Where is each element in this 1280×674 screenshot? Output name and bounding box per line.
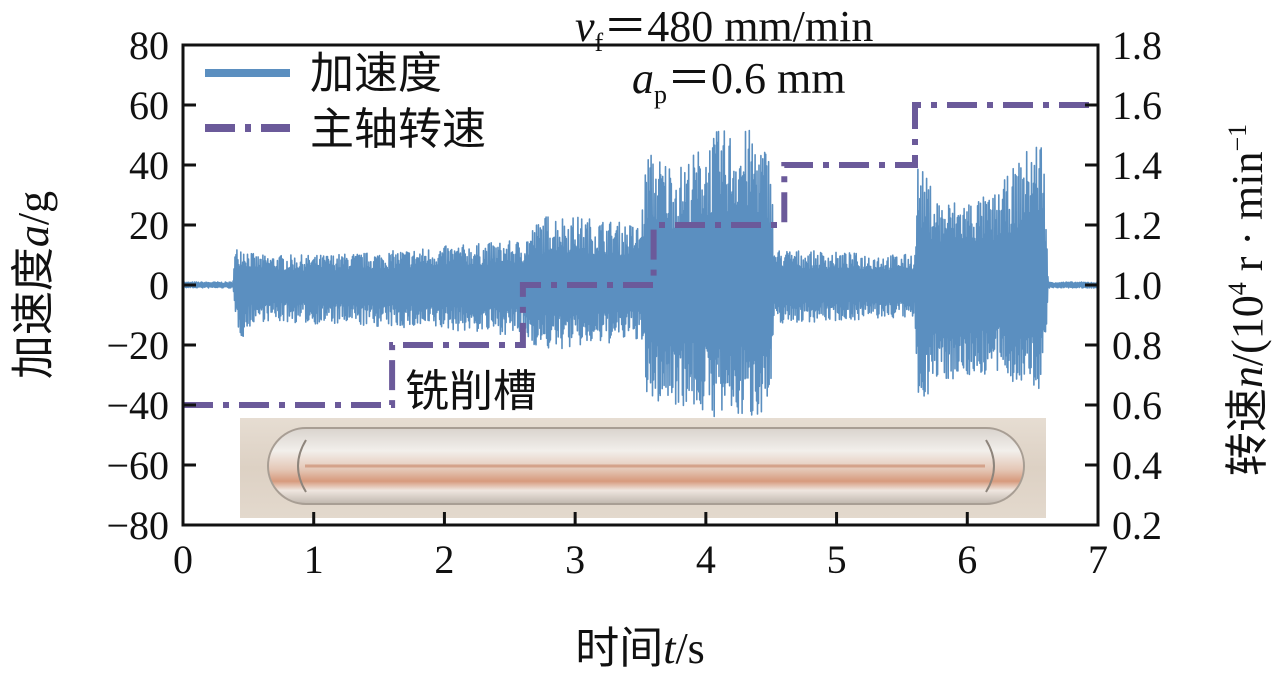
y-tick-label: 80	[129, 23, 169, 68]
y2-tick-label: 1.8	[1112, 23, 1162, 68]
y2-tick-label: 0.6	[1112, 383, 1162, 428]
x-tick-label: 1	[304, 537, 324, 582]
legend-accel-label: 加速度	[310, 49, 442, 98]
x-tick-label: 5	[827, 537, 847, 582]
y2-tick-label: 0.8	[1112, 323, 1162, 368]
legend: 加速度 主轴转速	[205, 49, 486, 154]
y-tick-label: 40	[129, 143, 169, 188]
feed-rate-annotation: vf＝480 mm/min	[575, 2, 873, 57]
x-tick-label: 3	[565, 537, 585, 582]
x-tick-label: 2	[434, 537, 454, 582]
spindle-speed-series	[183, 102, 1098, 408]
y2-axis-title: 转速n/(104 r · min−1	[1223, 124, 1272, 476]
x-axis-title: 时间t/s	[575, 624, 705, 673]
x-tick-label: 6	[957, 537, 977, 582]
y-tick-label: −20	[106, 323, 169, 368]
x-tick-label: 4	[696, 537, 716, 582]
y2-tick-label: 0.4	[1112, 443, 1162, 488]
y2-tick-label: 1.2	[1112, 203, 1162, 248]
acceleration-series	[183, 129, 1098, 418]
x-tick-label: 7	[1088, 537, 1108, 582]
y-tick-label: 60	[129, 83, 169, 128]
y2-tick-label: 0.2	[1112, 503, 1162, 548]
y2-tick-label: 1.4	[1112, 143, 1162, 188]
cut-depth-annotation: ap＝0.6 mm	[632, 54, 845, 109]
spindle-speed-line	[183, 102, 1098, 408]
axis-ticks: 0 1 2 3 4 5 6 7 80 60 40 20 0 −20 −40 −60 −80 1.8 1.6 1.4 1.…	[106, 23, 1162, 582]
x-tick-label: 0	[173, 537, 193, 582]
y-tick-label: −40	[106, 383, 169, 428]
y-tick-label: 0	[149, 263, 169, 308]
legend-speed-label: 主轴转速	[310, 105, 486, 154]
y2-tick-label: 1.6	[1112, 83, 1162, 128]
y2-tick-label: 1.0	[1112, 263, 1162, 308]
y-tick-label: 20	[129, 203, 169, 248]
slot-photo-inset	[240, 418, 1046, 518]
slot-label: 铣削槽	[405, 367, 537, 416]
acceleration-line	[183, 129, 1098, 418]
y-tick-label: −80	[106, 503, 169, 548]
y-tick-label: −60	[106, 443, 169, 488]
y-axis-title: 加速度a/g	[9, 191, 58, 379]
